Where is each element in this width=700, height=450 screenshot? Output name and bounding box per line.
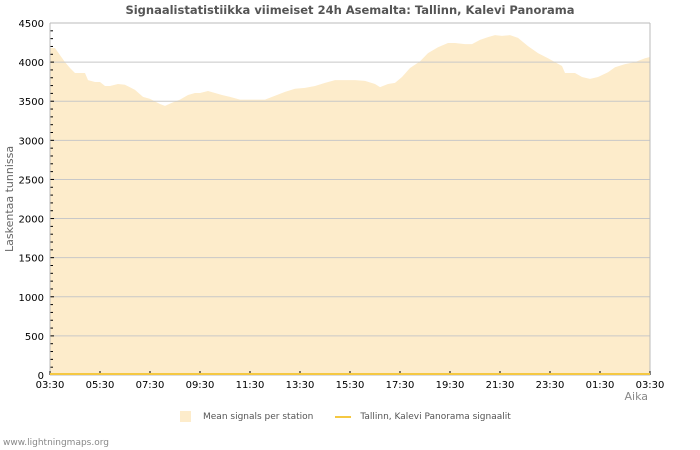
legend-line-swatch-icon	[335, 415, 352, 418]
x-tick-label: 15:30	[336, 380, 365, 391]
x-tick-label: 13:30	[286, 380, 315, 391]
y-tick-label: 2500	[19, 175, 44, 186]
x-tick-label: 11:30	[236, 380, 265, 391]
legend-area-swatch-icon	[180, 411, 191, 422]
legend-item-station-signals: Tallinn, Kalevi Panorama signaalit	[360, 411, 511, 422]
y-tick-label: 1500	[19, 254, 44, 265]
y-tick-label: 0	[38, 371, 44, 382]
mean-signals-area	[50, 35, 650, 375]
axes: 0 500 1000 1500 2000 2500 3000 3500 4000 4500 03:3…	[19, 19, 665, 391]
legend: Mean signals per station Tallinn, Kalevi…	[180, 411, 511, 422]
y-tick-label: 1000	[19, 293, 44, 304]
x-tick-label: 05:30	[86, 380, 115, 391]
x-tick-label: 21:30	[486, 380, 515, 391]
legend-item-mean-signals: Mean signals per station	[203, 411, 314, 422]
y-tick-label: 3500	[19, 97, 44, 108]
y-tick-label: 500	[25, 332, 44, 343]
x-tick-label: 23:30	[536, 380, 565, 391]
site-credit: www.lightningmaps.org	[3, 438, 109, 448]
y-tick-label: 3000	[19, 136, 44, 147]
x-tick-label: 03:30	[636, 380, 665, 391]
x-tick-label: 17:30	[386, 380, 415, 391]
y-tick-label: 4000	[19, 58, 44, 69]
x-tick-label: 03:30	[36, 380, 65, 391]
x-tick-label: 01:30	[586, 380, 615, 391]
mean-signals-area-path	[50, 35, 650, 375]
chart-title: Signaalistatistiikka viimeiset 24h Asema…	[125, 3, 575, 17]
x-axis-label: Aika	[624, 390, 649, 403]
x-tick-label: 07:30	[136, 380, 165, 391]
y-tick-label: 4500	[19, 19, 44, 30]
y-tick-label: 2000	[19, 215, 44, 226]
x-tick-label: 19:30	[436, 380, 465, 391]
x-tick-label: 09:30	[186, 380, 215, 391]
